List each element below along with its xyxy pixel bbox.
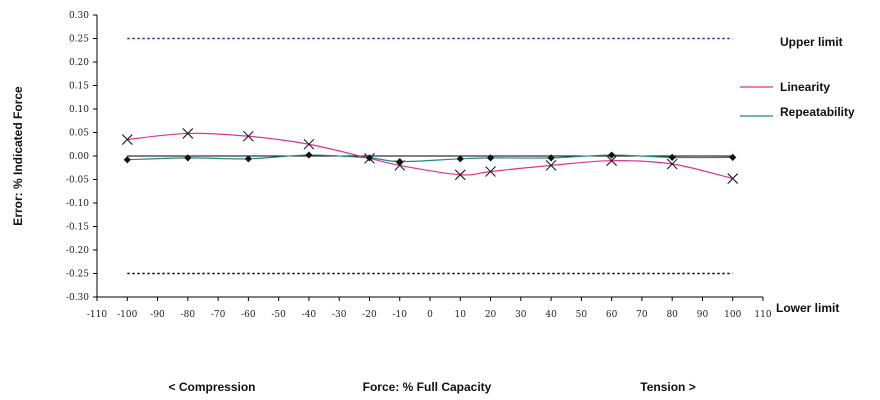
x-tick-label: 60 xyxy=(606,310,618,320)
y-tick-label: 0.05 xyxy=(69,129,89,139)
x-tick-label: -10 xyxy=(392,310,407,320)
y-tick-label: -0.30 xyxy=(66,293,89,303)
x-tick-label: -110 xyxy=(87,310,107,320)
y-axis-label: Error: % Indicated Force xyxy=(11,86,25,226)
data-point-repeatability xyxy=(365,154,374,162)
x-tick-label: 0 xyxy=(427,310,433,320)
x-tick-label: -30 xyxy=(332,310,347,320)
data-point-repeatability xyxy=(305,151,313,159)
x-tick-label: 80 xyxy=(666,310,678,320)
data-point-linearity xyxy=(545,160,557,171)
x-tick-label: 30 xyxy=(515,310,527,320)
series-line-repeatability xyxy=(127,154,733,163)
x-tick-label: 90 xyxy=(697,310,709,320)
data-point-linearity xyxy=(182,128,194,139)
data-point-repeatability xyxy=(668,153,676,162)
y-tick-label: 0.20 xyxy=(69,58,89,68)
x-tick-label: 70 xyxy=(636,310,648,320)
x-tick-label: 10 xyxy=(455,310,467,320)
x-tick-label: -60 xyxy=(241,310,256,320)
y-tick-label: -0.05 xyxy=(66,176,89,186)
x-tick-label: -50 xyxy=(271,310,286,320)
y-tick-label: 0.00 xyxy=(69,152,89,162)
data-point-linearity xyxy=(454,169,466,181)
limit-lines xyxy=(127,37,733,275)
y-tick-label: -0.20 xyxy=(66,246,89,256)
y-tick-label: -0.25 xyxy=(66,270,89,280)
data-point-linearity xyxy=(242,130,254,142)
x-tick-label: -80 xyxy=(181,310,196,320)
x-tick-label: 40 xyxy=(545,310,557,320)
series-group xyxy=(121,128,739,184)
x-tick-label: 50 xyxy=(576,310,588,320)
data-point-linearity xyxy=(303,138,315,150)
legend-label-repeatability: Repeatability xyxy=(780,105,855,119)
y-tick-label: 0.25 xyxy=(69,35,89,45)
tension-label: Tension > xyxy=(640,380,695,394)
lower-limit-label: Lower limit xyxy=(776,301,839,315)
y-tick-label: 0.15 xyxy=(69,82,89,92)
x-tick-label: 100 xyxy=(724,310,741,320)
upper-limit-label: Upper limit xyxy=(780,35,843,49)
x-tick-label: -90 xyxy=(150,310,165,320)
data-point-repeatability xyxy=(396,158,404,166)
legend-label-linearity: Linearity xyxy=(780,80,830,94)
x-tick-label: -20 xyxy=(362,310,377,320)
x-tick-label: 20 xyxy=(485,310,497,320)
x-tick-label: -40 xyxy=(302,310,317,320)
series-line-linearity xyxy=(127,132,733,180)
data-point-repeatability xyxy=(608,151,616,159)
data-point-repeatability xyxy=(729,153,737,162)
data-point-linearity xyxy=(485,166,496,177)
data-point-repeatability xyxy=(547,154,555,162)
x-tick-label: -100 xyxy=(117,310,137,320)
x-tick-labels: -110 -100 -90 -80 -70 -60 -50 -40 -30 -20 -10 0 10 20… xyxy=(87,297,772,320)
data-point-repeatability xyxy=(123,156,131,164)
data-point-repeatability xyxy=(244,155,252,163)
data-point-repeatability xyxy=(184,154,192,162)
x-axis-label: Force: % Full Capacity xyxy=(363,380,492,394)
compression-label: < Compression xyxy=(168,380,255,394)
data-point-linearity xyxy=(666,158,678,170)
data-point-repeatability xyxy=(456,155,464,163)
y-tick-label: 0.30 xyxy=(69,11,89,21)
data-point-linearity xyxy=(606,155,618,167)
x-tick-label: -70 xyxy=(211,310,226,320)
data-point-repeatability xyxy=(486,154,495,162)
data-point-linearity xyxy=(727,173,739,184)
y-tick-label: 0.10 xyxy=(69,105,89,115)
y-tick-label: -0.10 xyxy=(66,199,89,209)
legend: Linearity Repeatability xyxy=(740,80,855,119)
data-point-linearity xyxy=(121,134,133,145)
x-tick-label: 110 xyxy=(754,310,771,320)
y-tick-label: -0.15 xyxy=(66,223,89,233)
y-tick-labels: 0.30 0.25 0.20 0.15 0.10 0.05 0.00 -0.05 -0.10 -0… xyxy=(66,11,97,303)
